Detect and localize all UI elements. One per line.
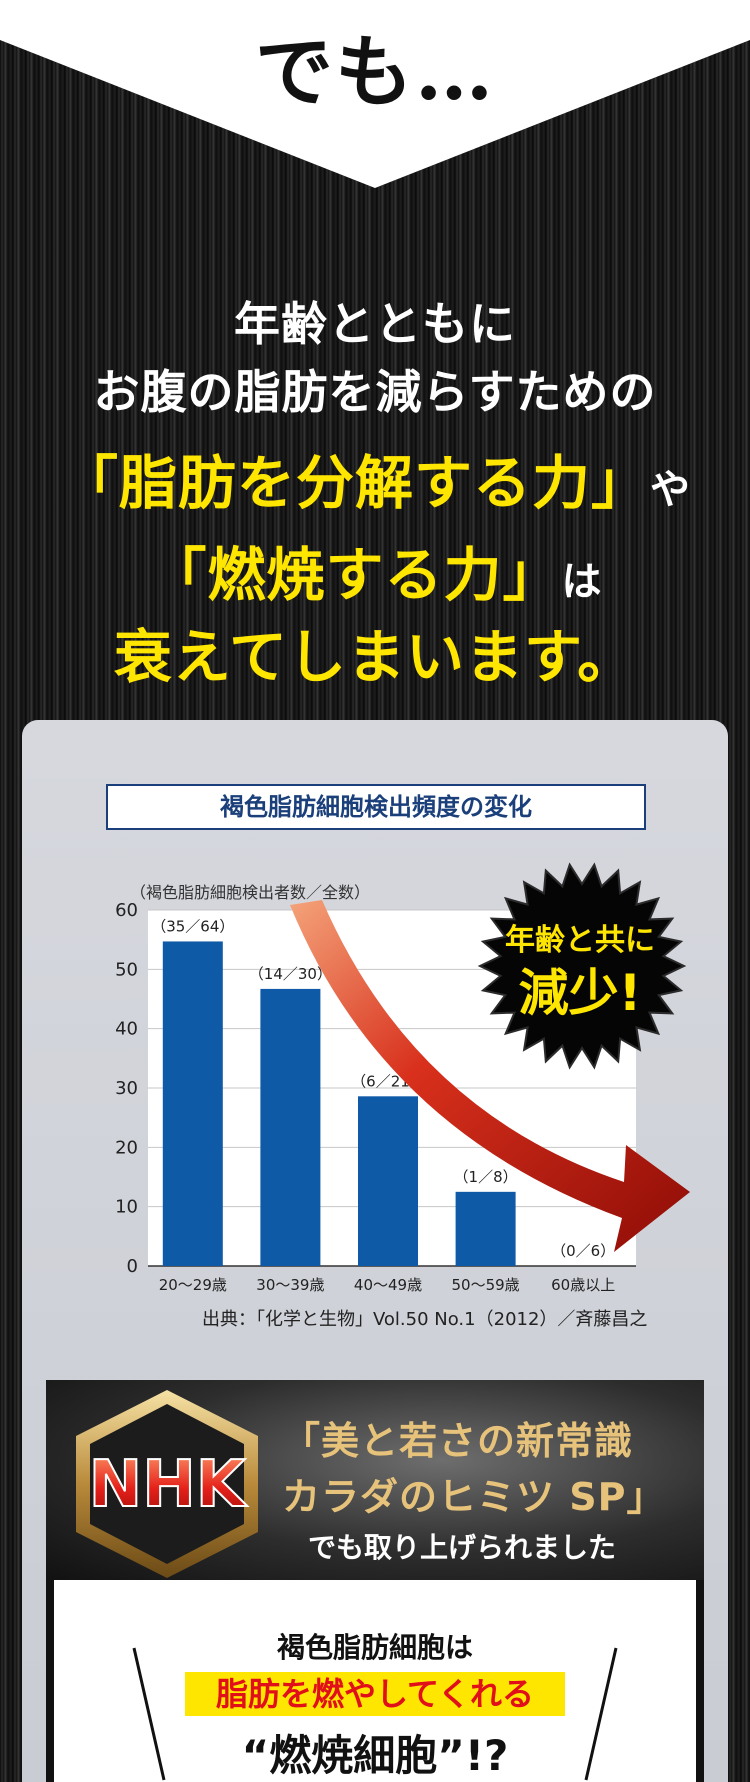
starburst-badge xyxy=(477,862,687,1070)
y-tick-label: 60 xyxy=(115,900,138,921)
headline-line4: 「燃焼する力」は xyxy=(0,528,750,612)
y-tick-label: 10 xyxy=(115,1197,138,1218)
x-tick-label: 50〜59歳 xyxy=(452,1276,520,1294)
y-tick-label: 20 xyxy=(115,1137,138,1158)
left-slash-deco xyxy=(132,1647,166,1781)
bar-chart: （褐色脂肪細胞検出者数／全数） 0 10 20 30 40 50 60 20〜29歳 30〜3… xyxy=(115,862,690,1294)
badge-line1: 年齢と共に xyxy=(505,923,655,958)
nhk-hexagon-logo: NHK xyxy=(76,1390,258,1578)
nhk-feature-box: NHK 「美と若さの新常識 カラダのヒミツ SP」 でも取り上げられました 褐色… xyxy=(46,1380,704,1782)
headline-ya: や xyxy=(650,467,690,513)
data-label: （14／30） xyxy=(249,965,332,983)
card-line3: “燃焼細胞”!? xyxy=(241,1731,509,1780)
intro-text: でも… xyxy=(254,27,495,118)
bar xyxy=(358,1096,418,1266)
nhk-line2: カラダのヒミツ SP」 xyxy=(282,1475,666,1519)
data-label: （35／64） xyxy=(151,917,234,935)
headline-power-burn: 「燃焼する力」 xyxy=(148,541,562,609)
info-card: 褐色脂肪細胞は 脂肪を燃やしてくれる “燃焼細胞”!? xyxy=(54,1580,696,1782)
right-slash-deco xyxy=(584,1647,618,1781)
chart-source: 出典：「化学と生物」Vol.50 No.1（2012）／斉藤昌之 xyxy=(202,1309,648,1330)
card-line2: 脂肪を燃やしてくれる xyxy=(185,1672,565,1716)
x-tick-label: 40〜49歳 xyxy=(354,1276,422,1294)
y-tick-label: 0 xyxy=(127,1256,138,1277)
bar xyxy=(260,988,321,1266)
nhk-line3: でも取り上げられました xyxy=(308,1531,617,1564)
headline-line5: 衰えてしまいます。 xyxy=(113,623,637,691)
y-tick-label: 40 xyxy=(115,1019,138,1040)
bar xyxy=(455,1191,516,1266)
data-label: （1／8） xyxy=(454,1168,518,1186)
badge-line2: 減少! xyxy=(519,964,642,1022)
chart-panel: 褐色脂肪細胞検出頻度の変化 （褐色脂肪細胞検出者数／全数） 0 10 20 30 40 5… xyxy=(22,720,728,1782)
intro-banner: でも… xyxy=(0,0,750,190)
headline-line1: 年齢とともに xyxy=(234,297,516,351)
x-tick-label: 20〜29歳 xyxy=(159,1276,227,1294)
headline-line2: お腹の脂肪を減らすための xyxy=(93,365,657,419)
headline-wa: は xyxy=(561,559,602,605)
nhk-line1: 「美と若さの新常識 xyxy=(282,1419,634,1463)
y-axis-label: （褐色脂肪細胞検出者数／全数） xyxy=(130,883,370,902)
data-label: （0／6） xyxy=(551,1242,615,1260)
headline-power-break: 「脂肪を分解する力」 xyxy=(59,449,650,517)
x-tick-label: 30〜39歳 xyxy=(256,1276,324,1294)
x-tick-label: 60歳以上 xyxy=(551,1276,615,1294)
headline-line3: 「脂肪を分解する力」や xyxy=(0,436,750,520)
chevron-banner-shape xyxy=(0,0,750,188)
card-line1: 褐色脂肪細胞は xyxy=(276,1631,473,1664)
chart-title: 褐色脂肪細胞検出頻度の変化 xyxy=(106,784,646,830)
decline-arrow xyxy=(290,900,690,1252)
nhk-logo-text: NHK xyxy=(89,1448,248,1522)
y-tick-label: 50 xyxy=(115,959,138,980)
y-tick-label: 30 xyxy=(115,1078,138,1099)
bar xyxy=(162,941,223,1266)
